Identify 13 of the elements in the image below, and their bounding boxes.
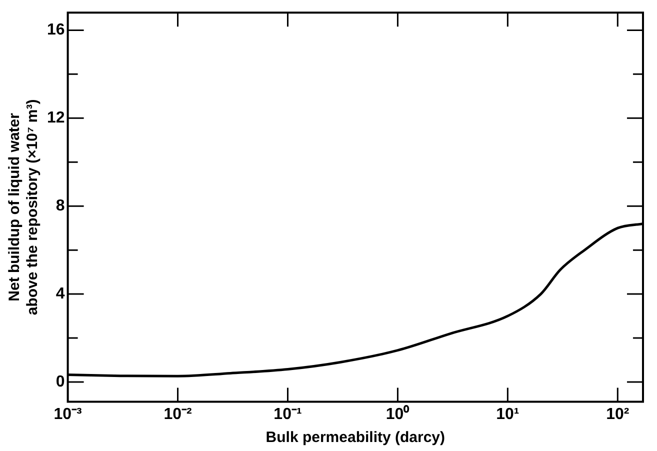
x-tick-label: 10⁻² (164, 406, 192, 423)
y-axis-title: Net buildup of liquid water above the repository (×10⁷ m³) (6, 99, 42, 316)
y-tick-label: 0 (56, 373, 65, 390)
y-tick-label: 16 (47, 22, 65, 39)
x-tick-label: 10² (606, 406, 630, 423)
y-tick-label: 8 (56, 198, 65, 215)
x-axis-title: Bulk permeability (darcy) (266, 429, 446, 446)
y-tick-label: 4 (56, 285, 65, 302)
x-tick-label: 10⁰ (386, 404, 410, 423)
y-tick-label: 12 (47, 110, 65, 127)
x-tick-label: 10⁻¹ (274, 406, 302, 423)
x-tick-label: 10¹ (496, 406, 520, 423)
x-tick-label: 10⁻³ (54, 406, 82, 423)
